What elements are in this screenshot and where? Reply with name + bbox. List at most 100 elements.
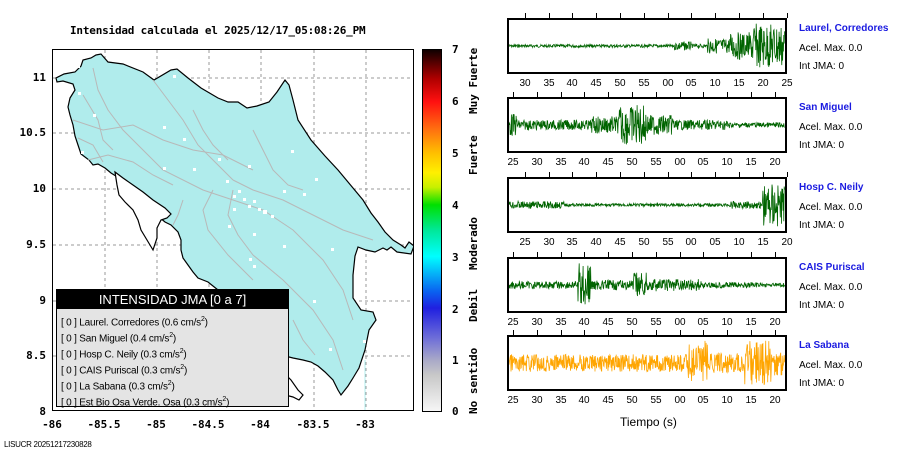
map-xtick: -86 bbox=[42, 418, 62, 431]
time-tick-label: 50 bbox=[626, 395, 638, 406]
time-tick-label: 30 bbox=[519, 78, 531, 89]
waveform bbox=[509, 340, 785, 385]
seismogram-panel[interactable] bbox=[507, 18, 787, 74]
time-tick-label: 25 bbox=[781, 78, 793, 89]
time-tick-label: 00 bbox=[662, 78, 674, 89]
legend-level: [ 0 ] bbox=[61, 365, 77, 377]
colorbar-label-muy-fuerte: Muy Fuerte bbox=[467, 47, 480, 114]
seismogram-panel[interactable] bbox=[507, 97, 787, 153]
tick-mark bbox=[703, 330, 704, 335]
tick-mark bbox=[549, 172, 550, 177]
waveform-line bbox=[509, 184, 785, 227]
time-tick-label: 35 bbox=[555, 157, 567, 168]
legend-text: La Sabana (0.3 cm/s bbox=[79, 381, 168, 393]
tick-mark bbox=[644, 172, 645, 177]
legend-sup: 2 bbox=[167, 380, 172, 387]
waveform-line bbox=[509, 340, 785, 385]
tick-mark bbox=[584, 252, 585, 257]
time-tick-label: 40 bbox=[578, 395, 590, 406]
legend-level: [ 0 ] bbox=[61, 317, 77, 329]
time-tick-label: 15 bbox=[745, 317, 757, 328]
time-tick-label: 10 bbox=[709, 78, 721, 89]
time-tick-label: 35 bbox=[566, 237, 578, 248]
seismogram-panel[interactable] bbox=[507, 177, 787, 233]
colorbar-tick: 1 bbox=[452, 354, 459, 367]
tick-mark bbox=[787, 13, 788, 18]
tick-mark bbox=[537, 92, 538, 97]
seismogram-panel[interactable] bbox=[507, 335, 787, 391]
tick-mark bbox=[751, 330, 752, 335]
seismogram-panel[interactable] bbox=[507, 257, 787, 313]
time-tick-label: 55 bbox=[662, 237, 674, 248]
time-tick-label: 25 bbox=[507, 157, 519, 168]
legend-title: INTENSIDAD JMA [0 a 7] bbox=[57, 290, 288, 309]
time-tick-label: 35 bbox=[555, 317, 567, 328]
map-xtick: -85.5 bbox=[87, 418, 121, 431]
station-name[interactable]: San Miguel bbox=[799, 102, 852, 113]
legend-end: ) bbox=[183, 349, 187, 361]
map-ytick: 9.5 bbox=[26, 238, 46, 251]
time-tick-label: 30 bbox=[531, 317, 543, 328]
legend-sup: 2 bbox=[179, 348, 184, 355]
tick-mark bbox=[727, 92, 728, 97]
station-max-accel: Acel. Max. 0.0 bbox=[799, 282, 863, 293]
road-network bbox=[72, 67, 374, 371]
time-tick-label: 35 bbox=[543, 78, 555, 89]
time-tick-label: 30 bbox=[531, 395, 543, 406]
tick-mark bbox=[584, 330, 585, 335]
tick-mark bbox=[691, 13, 692, 18]
legend-end: ) bbox=[171, 381, 175, 393]
station-name[interactable]: La Sabana bbox=[799, 340, 850, 351]
time-tick-label: 10 bbox=[721, 395, 733, 406]
waveform bbox=[509, 105, 785, 145]
legend-end: ) bbox=[204, 317, 208, 329]
time-tick-label: 05 bbox=[697, 157, 709, 168]
time-tick-label: 05 bbox=[709, 237, 721, 248]
time-tick-label: 00 bbox=[674, 317, 686, 328]
time-tick-label: 50 bbox=[626, 317, 638, 328]
legend-text: CAIS Puriscal (0.3 cm/s bbox=[79, 365, 181, 377]
time-tick-label: 55 bbox=[638, 78, 650, 89]
station-name[interactable]: CAIS Puriscal bbox=[799, 262, 865, 273]
tick-mark bbox=[561, 252, 562, 257]
station-max-accel: Acel. Max. 0.0 bbox=[799, 122, 863, 133]
station-jma-intensity: Int JMA: 0 bbox=[799, 220, 845, 231]
tick-mark bbox=[572, 13, 573, 18]
station-markers bbox=[75, 65, 366, 363]
waveform-line bbox=[509, 23, 785, 68]
tick-mark bbox=[715, 172, 716, 177]
map-xtick: -84.5 bbox=[191, 418, 225, 431]
time-tick-label: 40 bbox=[578, 317, 590, 328]
time-tick-label: 00 bbox=[674, 395, 686, 406]
time-tick-label: 40 bbox=[590, 237, 602, 248]
colorbar-tick: 0 bbox=[452, 405, 459, 418]
tick-mark bbox=[525, 172, 526, 177]
tick-mark bbox=[537, 330, 538, 335]
tick-mark bbox=[549, 13, 550, 18]
map-ytick: 11 bbox=[32, 71, 46, 84]
map-ytick: 9 bbox=[39, 294, 46, 307]
intensity-colorbar bbox=[422, 49, 442, 412]
time-tick-label: 25 bbox=[519, 237, 531, 248]
tick-mark bbox=[775, 252, 776, 257]
map-ytick: 10.5 bbox=[19, 126, 47, 139]
tick-mark bbox=[584, 92, 585, 97]
time-tick-label: 05 bbox=[685, 78, 697, 89]
colorbar-label-moderado: Moderado bbox=[467, 217, 480, 270]
waveform bbox=[509, 23, 785, 68]
colorbar-label-fuerte: Fuerte bbox=[467, 135, 480, 175]
time-tick-label: 05 bbox=[697, 317, 709, 328]
legend-row: [ 0 ] San Miguel (0.4 cm/s2) bbox=[57, 328, 288, 344]
station-jma-intensity: Int JMA: 0 bbox=[799, 140, 845, 151]
station-max-accel: Acel. Max. 0.0 bbox=[799, 360, 863, 371]
map-xtick: -85 bbox=[146, 418, 166, 431]
colorbar-tick: 3 bbox=[452, 251, 459, 264]
tick-mark bbox=[596, 13, 597, 18]
station-name[interactable]: Hosp C. Neily bbox=[799, 182, 864, 193]
colorbar-label-debil: Debil bbox=[467, 288, 480, 322]
tick-mark bbox=[751, 252, 752, 257]
station-name[interactable]: Laurel, Corredores bbox=[799, 23, 889, 34]
time-tick-label: 50 bbox=[638, 237, 650, 248]
tick-mark bbox=[561, 92, 562, 97]
time-tick-label: 50 bbox=[614, 78, 626, 89]
